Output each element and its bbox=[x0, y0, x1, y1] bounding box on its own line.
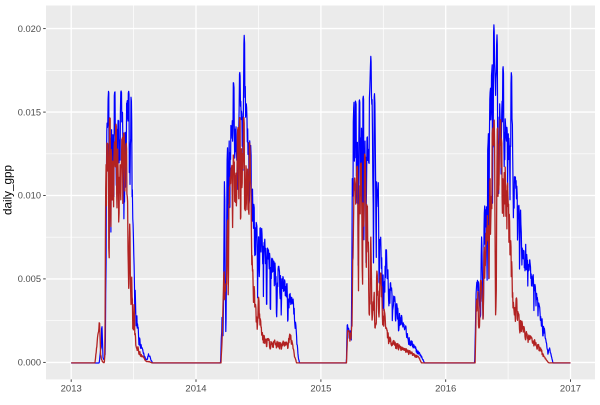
svg-text:0.020: 0.020 bbox=[18, 24, 41, 34]
svg-text:2013: 2013 bbox=[61, 384, 82, 395]
svg-text:0.005: 0.005 bbox=[18, 274, 41, 284]
svg-text:daily_gpp: daily_gpp bbox=[2, 164, 15, 215]
svg-text:2014: 2014 bbox=[185, 384, 206, 395]
svg-text:0.015: 0.015 bbox=[18, 107, 41, 117]
svg-text:2016: 2016 bbox=[435, 384, 456, 395]
svg-text:0.000: 0.000 bbox=[18, 358, 41, 368]
svg-text:2015: 2015 bbox=[310, 384, 331, 395]
svg-text:0.010: 0.010 bbox=[18, 191, 41, 201]
svg-text:2017: 2017 bbox=[560, 384, 581, 395]
